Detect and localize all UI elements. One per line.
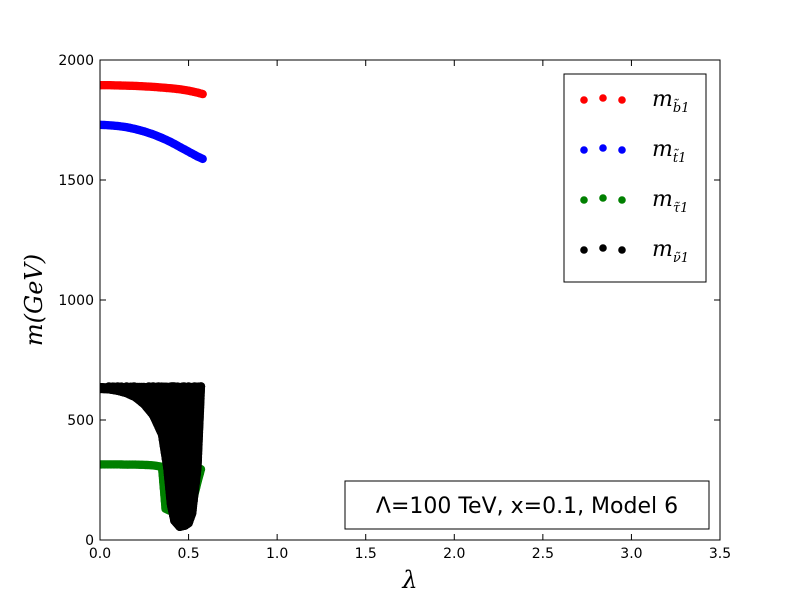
x-tick-label: 1.5	[355, 546, 377, 562]
x-axis-ticks: 0.0 0.5 1.0 1.5 2.0 2.5 3.0 3.5	[89, 60, 731, 562]
legend-marker	[599, 94, 607, 102]
legend-marker	[599, 144, 607, 152]
y-tick-label: 1500	[58, 173, 94, 189]
y-axis-ticks: 0 500 1000 1500 2000	[58, 53, 720, 549]
x-tick-label: 3.5	[709, 546, 731, 562]
annotation-box	[344, 480, 710, 530]
annotation-text: Λ=100 TeV, x=0.1, Model 6	[376, 494, 678, 519]
annotation: Λ=100 TeV, x=0.1, Model 6	[344, 480, 710, 530]
x-tick-label: 2.0	[443, 546, 465, 562]
legend-marker	[580, 146, 588, 154]
data-marks	[100, 81, 207, 531]
legend-box	[563, 73, 707, 283]
legend-marker	[580, 96, 588, 104]
y-axis-label: m(GeV)	[20, 254, 48, 346]
legend-marker	[599, 194, 607, 202]
x-tick-label: 0.0	[89, 546, 111, 562]
stop-point	[198, 154, 207, 164]
legend-marker	[618, 246, 626, 254]
legend-marker	[580, 196, 588, 204]
y-tick-label: 2000	[58, 53, 94, 69]
legend-marker	[618, 96, 626, 104]
legend-label: mτ̃1	[652, 187, 688, 216]
y-tick-label: 1000	[58, 293, 94, 309]
legend-marker	[618, 196, 626, 204]
legend-marker	[599, 244, 607, 252]
legend: mb̃1 mt̃1 mτ̃1 mν̃1	[563, 73, 707, 283]
x-tick-label: 0.5	[177, 546, 199, 562]
x-tick-label: 1.0	[266, 546, 288, 562]
sneutrino-point	[195, 383, 205, 392]
x-tick-label: 3.0	[620, 546, 642, 562]
legend-marker	[618, 146, 626, 154]
y-tick-label: 0	[85, 533, 94, 549]
y-tick-label: 500	[67, 413, 94, 429]
legend-marker	[580, 246, 588, 254]
x-tick-label: 2.5	[532, 546, 554, 562]
legend-label: mb̃1	[652, 87, 689, 116]
legend-label: mt̃1	[652, 137, 686, 166]
x-axis-label: λ	[401, 566, 417, 594]
legend-label: mν̃1	[652, 237, 689, 266]
sbottom-point	[198, 89, 207, 99]
